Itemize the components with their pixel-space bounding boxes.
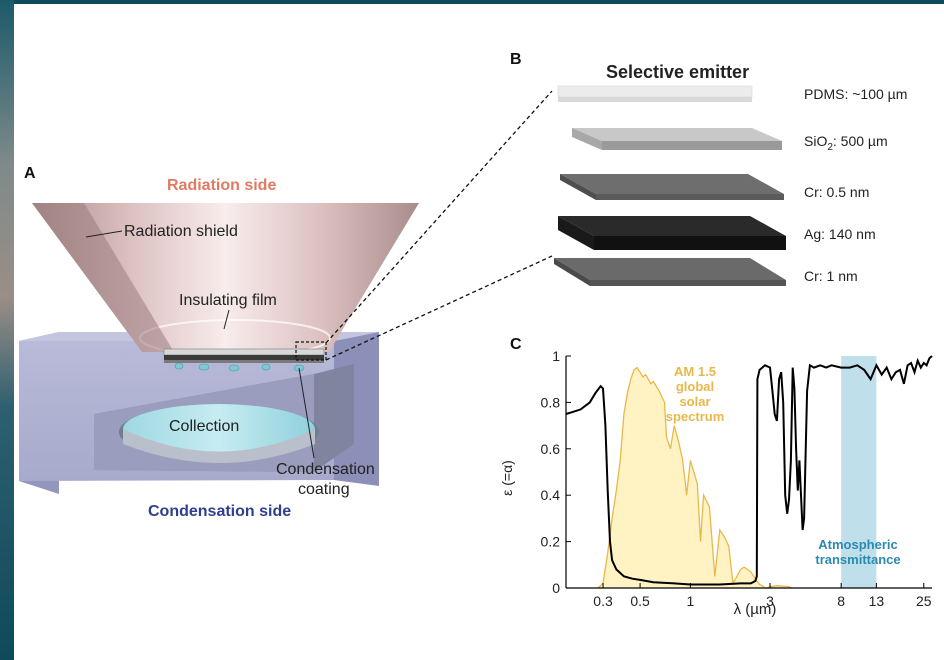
radiation-side-label: Radiation side bbox=[167, 177, 276, 194]
collection-water bbox=[123, 404, 315, 454]
figure-svg: A Collection Radiation s bbox=[19, 51, 933, 618]
x-tick-label-0: 0.3 bbox=[593, 593, 613, 609]
cone-left-shade bbox=[32, 203, 174, 352]
insulating-film-leader bbox=[223, 309, 230, 330]
y-tick-label-1: 0.2 bbox=[541, 534, 561, 550]
emitter-plate bbox=[163, 348, 325, 356]
background-strip-left bbox=[0, 0, 14, 660]
layer-ag: Ag: 140 nm bbox=[558, 216, 876, 250]
layer-pdms-label: PDMS: ~100 µm bbox=[804, 86, 907, 102]
layer-cr-thin-label: Cr: 0.5 nm bbox=[804, 184, 869, 200]
solar-annotation: AM 1.5 global solar spectrum bbox=[666, 364, 725, 424]
panel-c: C 00.20.40.60.810.3 0.5 1 3 8 13 25 ε (=α) λ (… bbox=[499, 336, 933, 618]
atm-annotation: Atmospheric transmittance bbox=[815, 537, 900, 567]
panel-b-title: Selective emitter bbox=[606, 62, 749, 82]
x-tick-label-6: 25 bbox=[916, 593, 932, 609]
collection-label: Collection bbox=[169, 418, 239, 435]
layer-cr-bottom-label: Cr: 1 nm bbox=[804, 268, 858, 284]
solar-annotation-line-1: AM 1.5 bbox=[674, 364, 716, 379]
emitter-ag-layer bbox=[164, 355, 324, 360]
y-axis-title: ε (=α) bbox=[499, 460, 515, 496]
figure: A Collection Radiation s bbox=[14, 4, 944, 660]
condensation-side-label: Condensation side bbox=[148, 503, 291, 520]
emissivity-line bbox=[565, 355, 933, 586]
solar-annotation-line-4: spectrum bbox=[666, 409, 725, 424]
x-tick-label-2: 1 bbox=[686, 593, 694, 609]
solar-annotation-line-2: global bbox=[676, 379, 714, 394]
atm-annotation-line-1: Atmospheric bbox=[818, 537, 897, 552]
emitter-cr-layer bbox=[164, 360, 324, 363]
layer-sio2: SiO2: 500 µm bbox=[572, 128, 888, 153]
panel-b: B Selective emitter PDMS: ~100 µm SiO2: … bbox=[510, 51, 907, 286]
dish-wall bbox=[123, 429, 315, 463]
y-tick-label-3: 0.6 bbox=[541, 441, 561, 457]
layer-ag-label: Ag: 140 nm bbox=[804, 226, 876, 242]
layer-pdms: PDMS: ~100 µm bbox=[557, 85, 907, 102]
condensation-coating-label-2: coating bbox=[298, 481, 350, 498]
y-tick-label-2: 0.4 bbox=[541, 487, 561, 503]
x-tick-label-3: 3 bbox=[766, 593, 774, 609]
condensation-coating-leader bbox=[298, 367, 315, 459]
solar-spectrum-fill bbox=[598, 367, 791, 588]
zoom-line-top bbox=[325, 90, 553, 344]
atm-window-band bbox=[841, 356, 877, 588]
insulating-film-label: Insulating film bbox=[179, 292, 277, 309]
chart-plot: 00.20.40.60.810.3 0.5 1 3 8 13 25 bbox=[541, 348, 933, 609]
solar-annotation-line-3: solar bbox=[679, 394, 710, 409]
y-tick-label-5: 1 bbox=[552, 348, 560, 364]
panel-c-letter: C bbox=[510, 336, 522, 353]
y-tick-label-0: 0 bbox=[552, 580, 560, 596]
condensation-droplets bbox=[174, 362, 305, 372]
radiation-shield-label: Radiation shield bbox=[124, 223, 238, 240]
atm-annotation-line-2: transmittance bbox=[815, 552, 900, 567]
layer-cr-thin: Cr: 0.5 nm bbox=[560, 174, 869, 200]
background-strip-top bbox=[0, 0, 944, 4]
zoom-box bbox=[295, 341, 327, 361]
y-tick-label-4: 0.8 bbox=[541, 394, 561, 410]
x-tick-label-4: 8 bbox=[837, 593, 845, 609]
x-axis-title: λ (µm) bbox=[734, 601, 777, 618]
panel-a: A Collection Radiation s bbox=[19, 90, 553, 520]
panel-a-letter: A bbox=[24, 165, 36, 182]
condensation-coating-label-1: Condensation bbox=[276, 461, 375, 478]
layer-cr-bottom: Cr: 1 nm bbox=[554, 258, 858, 286]
solar-spectrum-line bbox=[597, 366, 792, 589]
panel-b-letter: B bbox=[510, 51, 522, 68]
x-tick-label-5: 13 bbox=[869, 593, 885, 609]
x-tick-label-1: 0.5 bbox=[630, 593, 650, 609]
layer-sio2-label: SiO2: 500 µm bbox=[804, 133, 888, 153]
radiation-shield-leader bbox=[85, 230, 123, 238]
